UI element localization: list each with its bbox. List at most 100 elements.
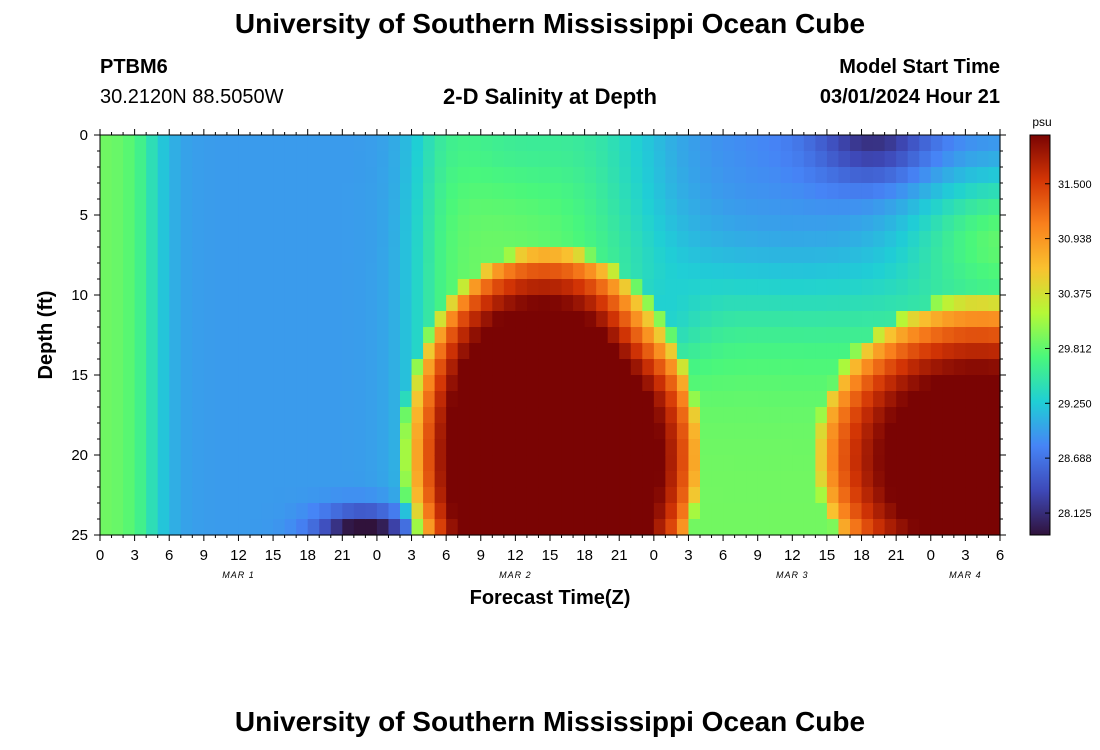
heatmap-cell xyxy=(365,295,378,312)
heatmap-cell xyxy=(100,391,113,408)
heatmap-cell xyxy=(838,407,851,424)
heatmap-cell xyxy=(157,439,170,456)
heatmap-cell xyxy=(723,151,736,168)
heatmap-cell xyxy=(746,167,759,184)
heatmap-cell xyxy=(769,359,782,376)
heatmap-cell xyxy=(884,183,897,200)
heatmap-cell xyxy=(676,215,690,232)
heatmap-cell xyxy=(573,407,586,424)
heatmap-cell xyxy=(261,167,274,184)
heatmap-cell xyxy=(411,311,424,328)
heatmap-cell xyxy=(780,311,793,328)
heatmap-cell xyxy=(607,503,620,520)
heatmap-cell xyxy=(192,247,205,264)
heatmap-cell xyxy=(238,215,251,232)
heatmap-cell xyxy=(411,375,424,392)
heatmap-cell xyxy=(976,231,990,248)
heatmap-cell xyxy=(873,167,886,184)
heatmap-cell xyxy=(503,327,516,344)
heatmap-cell xyxy=(526,391,540,408)
heatmap-cell xyxy=(965,327,978,344)
heatmap-cell xyxy=(665,215,678,232)
heatmap-cell xyxy=(746,199,759,216)
heatmap-cell xyxy=(492,455,505,472)
heatmap-cell xyxy=(480,247,493,264)
heatmap-cell xyxy=(376,135,390,152)
heatmap-cell xyxy=(526,215,540,232)
heatmap-cell xyxy=(746,135,759,152)
heatmap-cell xyxy=(942,471,955,488)
heatmap-cell xyxy=(734,183,747,200)
heatmap-cell xyxy=(907,391,920,408)
heatmap-cell xyxy=(688,519,701,536)
heatmap-cell xyxy=(261,359,274,376)
heatmap-cell xyxy=(573,247,586,264)
heatmap-cell xyxy=(261,343,274,360)
heatmap-cell xyxy=(838,167,851,184)
heatmap-cell xyxy=(250,455,263,472)
heatmap-cell xyxy=(665,247,678,264)
heatmap-cell xyxy=(988,263,1001,280)
heatmap-cell xyxy=(480,423,493,440)
heatmap-cell xyxy=(238,391,251,408)
heatmap-cell xyxy=(146,183,159,200)
heatmap-cell xyxy=(942,359,955,376)
heatmap-cell xyxy=(653,279,666,296)
heatmap-cell xyxy=(711,455,724,472)
x-tick-label: 21 xyxy=(888,547,905,564)
heatmap-cell xyxy=(826,263,840,280)
heatmap-cell xyxy=(561,231,574,248)
heatmap-cell xyxy=(861,471,874,488)
heatmap-cell xyxy=(607,279,620,296)
heatmap-cell xyxy=(711,263,724,280)
heatmap-cell xyxy=(688,263,701,280)
heatmap-cell xyxy=(607,439,620,456)
heatmap-cell xyxy=(723,199,736,216)
heatmap-cell xyxy=(550,327,563,344)
heatmap-cell xyxy=(619,231,632,248)
heatmap-cell xyxy=(700,439,713,456)
heatmap-cell xyxy=(942,247,955,264)
heatmap-cell xyxy=(192,343,205,360)
heatmap-cell xyxy=(700,343,713,360)
heatmap-cell xyxy=(296,503,309,520)
heatmap-cell xyxy=(723,135,736,152)
heatmap-cell xyxy=(261,279,274,296)
heatmap-cell xyxy=(630,471,643,488)
heatmap-cell xyxy=(607,151,620,168)
heatmap-cell xyxy=(907,215,920,232)
heatmap-cell xyxy=(676,151,690,168)
heatmap-cell xyxy=(942,151,955,168)
heatmap-cell xyxy=(319,263,332,280)
heatmap-cell xyxy=(250,183,263,200)
heatmap-cell xyxy=(838,519,851,536)
heatmap-cell xyxy=(284,199,297,216)
heatmap-cell xyxy=(803,407,816,424)
heatmap-cell xyxy=(273,439,286,456)
heatmap-cell xyxy=(653,215,666,232)
heatmap-cell xyxy=(734,423,747,440)
heatmap-cell xyxy=(526,359,540,376)
heatmap-cell xyxy=(284,215,297,232)
heatmap-cell xyxy=(296,311,309,328)
heatmap-cell xyxy=(919,279,932,296)
heatmap-cell xyxy=(757,279,770,296)
heatmap-cell xyxy=(688,439,701,456)
heatmap-cell xyxy=(930,439,943,456)
heatmap-cell xyxy=(284,295,297,312)
heatmap-cell xyxy=(930,455,943,472)
heatmap-cell xyxy=(400,199,413,216)
heatmap-cell xyxy=(630,503,643,520)
heatmap-cell xyxy=(503,279,516,296)
heatmap-cell xyxy=(653,423,666,440)
heatmap-cell xyxy=(307,183,320,200)
heatmap-cell xyxy=(526,343,540,360)
heatmap-cell xyxy=(896,391,909,408)
heatmap-cell xyxy=(480,455,493,472)
heatmap-cell xyxy=(446,375,459,392)
heatmap-cell xyxy=(134,519,147,536)
heatmap-cell xyxy=(803,423,816,440)
heatmap-cell xyxy=(238,343,251,360)
heatmap-cell xyxy=(111,199,124,216)
heatmap-cell xyxy=(850,183,863,200)
